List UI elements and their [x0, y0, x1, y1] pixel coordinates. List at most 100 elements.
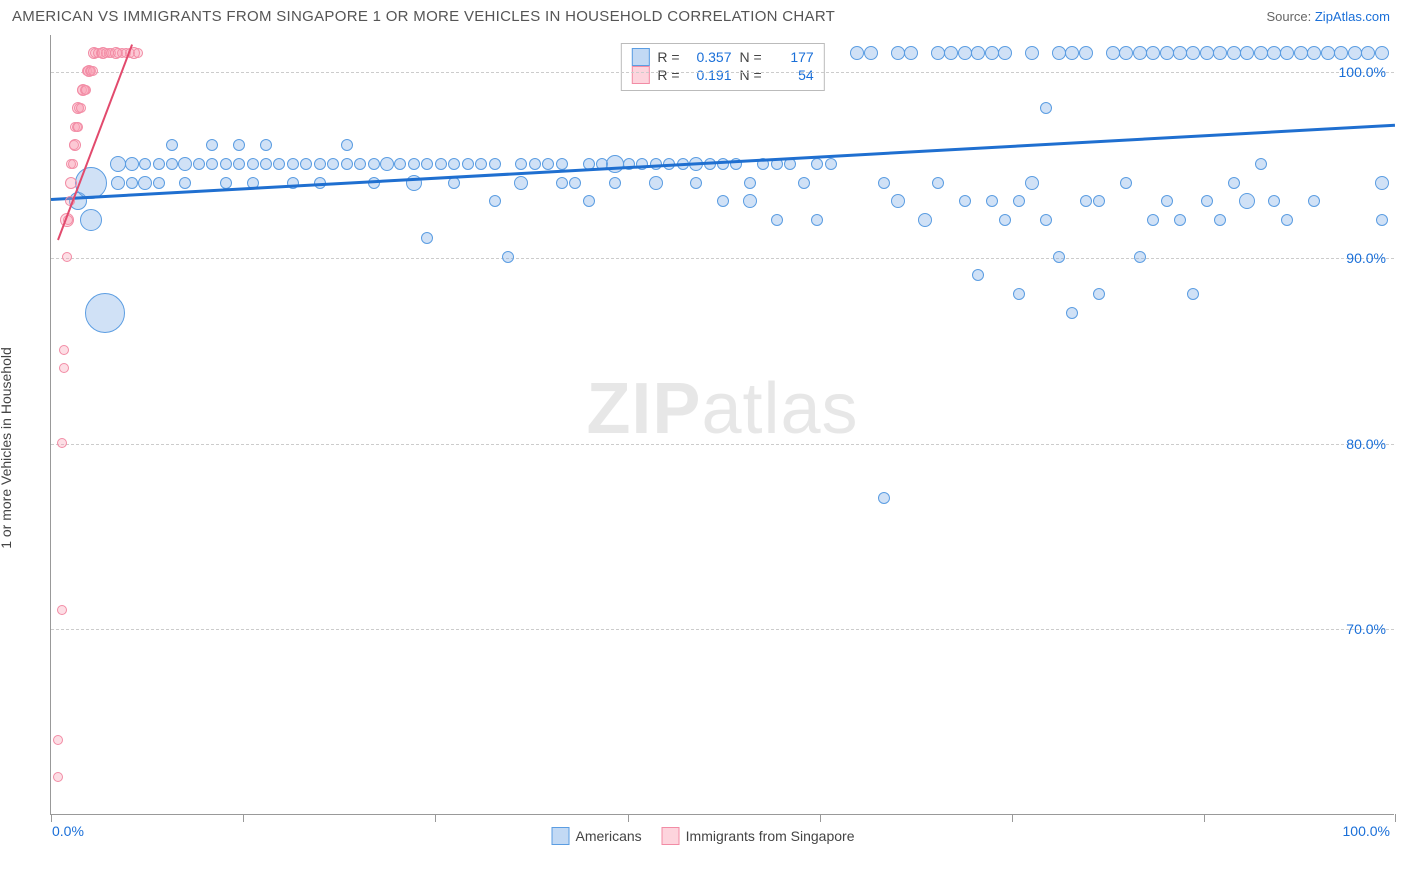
data-point — [57, 605, 67, 615]
data-point — [139, 158, 151, 170]
data-point — [489, 195, 501, 207]
data-point — [368, 158, 380, 170]
data-point — [314, 158, 326, 170]
data-point — [1013, 288, 1025, 300]
data-point — [998, 46, 1012, 60]
data-point — [206, 139, 218, 151]
data-point — [1187, 288, 1199, 300]
source-link[interactable]: ZipAtlas.com — [1315, 9, 1390, 24]
data-point — [341, 139, 353, 151]
data-point — [327, 158, 339, 170]
data-point — [649, 176, 663, 190]
data-point — [1013, 195, 1025, 207]
scatter-plot: ZIPatlas R = 0.357 N = 177 R = 0.191 N =… — [50, 35, 1394, 815]
data-point — [260, 158, 272, 170]
data-point — [287, 158, 299, 170]
data-point — [609, 177, 621, 189]
data-point — [233, 139, 245, 151]
data-point — [233, 158, 245, 170]
source-label: Source: ZipAtlas.com — [1266, 9, 1390, 24]
data-point — [932, 177, 944, 189]
data-point — [421, 158, 433, 170]
data-point — [138, 176, 152, 190]
data-point — [690, 177, 702, 189]
data-point — [408, 158, 420, 170]
x-tick — [1012, 814, 1013, 822]
data-point — [1093, 195, 1105, 207]
data-point — [247, 158, 259, 170]
data-point — [73, 122, 83, 132]
correlation-legend: R = 0.357 N = 177 R = 0.191 N = 54 — [620, 43, 824, 91]
data-point — [514, 176, 528, 190]
data-point — [569, 177, 581, 189]
data-point — [971, 46, 985, 60]
y-tick-label: 100.0% — [1339, 64, 1386, 80]
data-point — [798, 177, 810, 189]
data-point — [1040, 214, 1052, 226]
data-point — [972, 269, 984, 281]
data-point — [717, 195, 729, 207]
data-point — [606, 155, 624, 173]
data-point — [556, 158, 568, 170]
data-point — [891, 194, 905, 208]
data-point — [1280, 46, 1294, 60]
data-point — [1255, 158, 1267, 170]
data-point — [53, 772, 63, 782]
data-point — [62, 252, 72, 262]
data-point — [556, 177, 568, 189]
data-point — [1281, 214, 1293, 226]
y-tick-label: 90.0% — [1346, 250, 1386, 266]
data-point — [435, 158, 447, 170]
data-point — [80, 209, 102, 231]
data-point — [529, 158, 541, 170]
data-point — [179, 177, 191, 189]
data-point — [59, 363, 69, 373]
swatch-singapore-icon — [631, 66, 649, 84]
data-point — [1080, 195, 1092, 207]
data-point — [166, 139, 178, 151]
data-point — [878, 177, 890, 189]
data-point — [1079, 46, 1093, 60]
x-tick — [51, 814, 52, 822]
data-point — [944, 46, 958, 60]
gridline — [51, 72, 1394, 73]
gridline — [51, 444, 1394, 445]
data-point — [68, 159, 78, 169]
data-point — [825, 158, 837, 170]
data-point — [1052, 46, 1066, 60]
data-point — [88, 66, 98, 76]
watermark: ZIPatlas — [586, 368, 858, 450]
y-axis-label: 1 or more Vehicles in Household — [0, 347, 14, 549]
legend-item-singapore: Immigrants from Singapore — [662, 827, 855, 845]
data-point — [1228, 177, 1240, 189]
data-point — [502, 251, 514, 263]
data-point — [1361, 46, 1375, 60]
data-point — [1053, 251, 1065, 263]
legend-row-americans: R = 0.357 N = 177 — [631, 48, 813, 66]
data-point — [878, 492, 890, 504]
legend-row-singapore: R = 0.191 N = 54 — [631, 66, 813, 84]
data-point — [515, 158, 527, 170]
data-point — [300, 158, 312, 170]
data-point — [1240, 46, 1254, 60]
data-point — [1334, 46, 1348, 60]
x-tick-label: 100.0% — [1343, 823, 1390, 839]
data-point — [1106, 46, 1120, 60]
data-point — [1173, 46, 1187, 60]
data-point — [985, 46, 999, 60]
x-tick — [1395, 814, 1396, 822]
x-tick — [820, 814, 821, 822]
data-point — [1160, 46, 1174, 60]
data-point — [273, 158, 285, 170]
data-point — [542, 158, 554, 170]
data-point — [341, 158, 353, 170]
data-point — [1254, 46, 1268, 60]
data-point — [744, 177, 756, 189]
data-point — [65, 177, 77, 189]
data-point — [1093, 288, 1105, 300]
data-point — [1134, 251, 1146, 263]
gridline — [51, 258, 1394, 259]
data-point — [380, 157, 394, 171]
data-point — [1267, 46, 1281, 60]
data-point — [206, 158, 218, 170]
